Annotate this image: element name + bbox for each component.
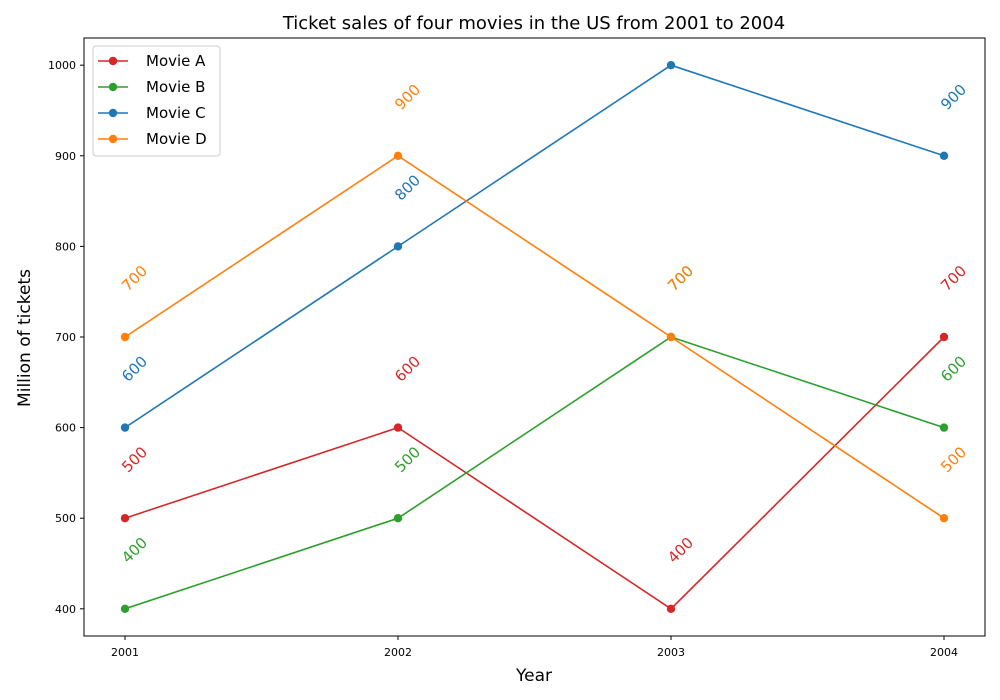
data-point xyxy=(666,60,676,70)
y-tick-label: 700 xyxy=(55,331,76,344)
x-tick-label: 2003 xyxy=(657,646,685,659)
data-point xyxy=(939,423,949,432)
legend-marker xyxy=(108,82,118,92)
legend-label: Movie B xyxy=(146,78,205,96)
data-point xyxy=(939,332,949,342)
legend-label: Movie C xyxy=(146,104,206,122)
data-point xyxy=(939,151,949,160)
data-point xyxy=(120,423,130,432)
chart-title: Ticket sales of four movies in the US fr… xyxy=(282,13,785,34)
y-tick-label: 900 xyxy=(55,150,76,163)
data-point xyxy=(393,514,403,523)
x-tick-label: 2004 xyxy=(930,646,958,659)
y-tick-label: 400 xyxy=(55,603,76,616)
data-point xyxy=(120,332,130,342)
legend-marker xyxy=(108,134,118,144)
data-point xyxy=(666,332,676,342)
legend-marker xyxy=(108,108,118,118)
series-line xyxy=(124,64,945,429)
data-point xyxy=(120,604,130,614)
data-point xyxy=(939,514,949,523)
x-tick-label: 2002 xyxy=(384,646,412,659)
y-axis-title: Million of tickets xyxy=(15,269,35,407)
legend-marker xyxy=(108,56,118,66)
data-point xyxy=(666,604,676,614)
data-point xyxy=(393,151,403,160)
y-tick-label: 800 xyxy=(55,240,76,253)
series-line xyxy=(124,154,945,519)
y-tick-label: 600 xyxy=(55,422,76,435)
y-tick-label: 1000 xyxy=(48,59,76,72)
data-point xyxy=(393,242,403,251)
x-axis-title: Year xyxy=(515,666,552,686)
legend-label: Movie A xyxy=(146,52,206,70)
data-point xyxy=(120,514,130,523)
series-line xyxy=(124,336,945,610)
legend-label: Movie D xyxy=(146,130,207,148)
y-tick-label: 500 xyxy=(55,512,76,525)
legend: Movie A Movie B Movie C Movie D xyxy=(92,45,221,157)
data-point xyxy=(393,423,403,432)
legend-box xyxy=(92,45,221,157)
x-tick-label: 2001 xyxy=(111,646,139,659)
series-line xyxy=(124,336,945,610)
